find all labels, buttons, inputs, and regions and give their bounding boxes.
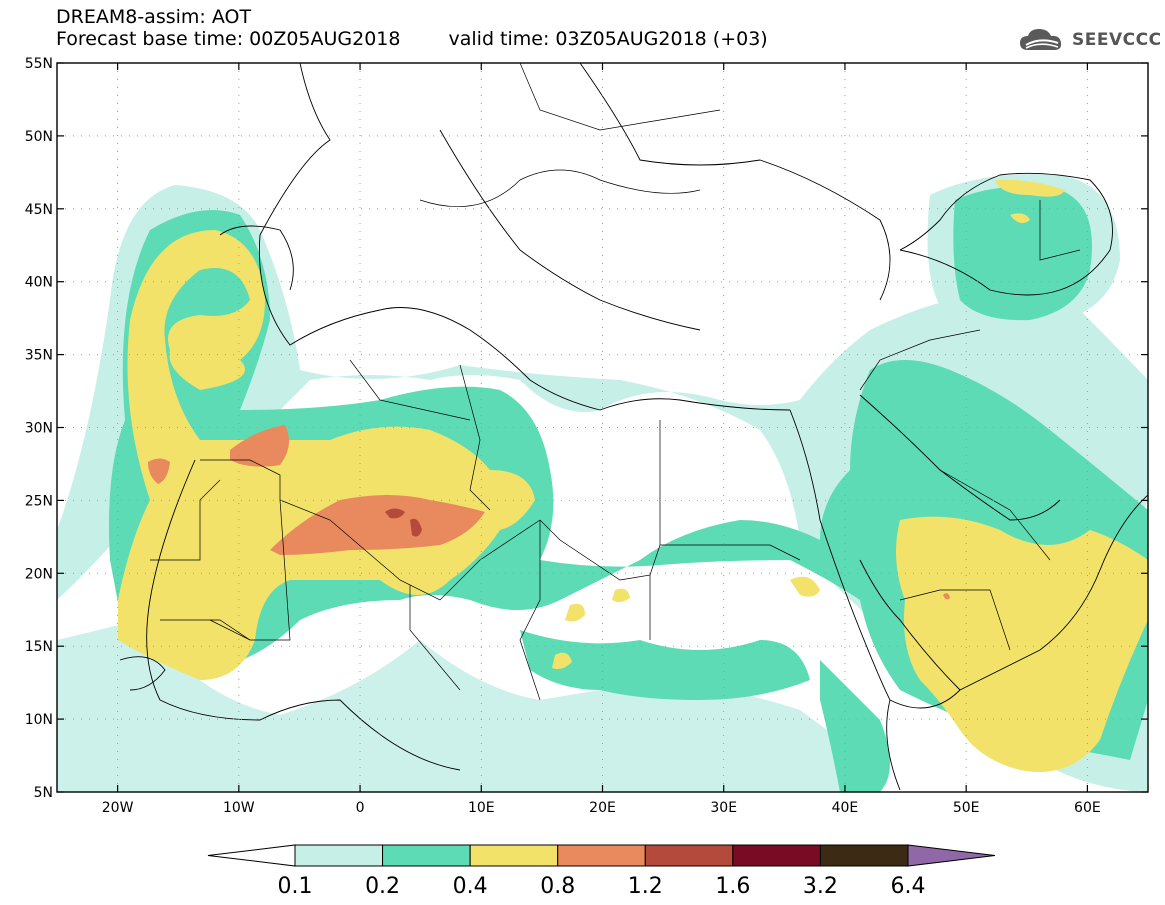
aot-level-0.4 bbox=[118, 179, 1148, 772]
colorbar-low-arrow bbox=[207, 844, 296, 867]
lon-tick-label: 50E bbox=[953, 800, 980, 816]
colorbar-swatch bbox=[732, 844, 821, 867]
axis-ticks: 55N 50N 45N 40N 35N 30N 25N 20N 15N 10N 5N 20W 10W 0 1… bbox=[25, 56, 1148, 816]
colorbar-swatch bbox=[469, 844, 559, 867]
lat-tick-label: 40N bbox=[25, 275, 53, 291]
coastlines bbox=[119, 63, 1148, 791]
colorbar-level-label: 6.4 bbox=[891, 874, 926, 899]
lon-tick-label: 10W bbox=[223, 800, 255, 816]
borders bbox=[150, 63, 1081, 701]
logo-text: SEEVCCC bbox=[1072, 30, 1162, 50]
colorbar: 0.1 0.2 0.4 0.8 1.2 1.6 3.2 6.4 bbox=[207, 844, 996, 899]
lat-tick-label: 35N bbox=[25, 348, 53, 364]
colorbar-swatch bbox=[644, 844, 734, 867]
lat-tick-label: 15N bbox=[25, 639, 53, 655]
lat-tick-label: 45N bbox=[25, 202, 53, 218]
map-header: DREAM8-assim: AOT Forecast base time: 00… bbox=[56, 6, 768, 50]
colorbar-high-arrow bbox=[907, 844, 996, 867]
lat-tick-label: 55N bbox=[25, 56, 53, 72]
colorbar-level-label: 0.1 bbox=[278, 874, 313, 899]
valid-time-label: valid time: 03Z05AUG2018 (+03) bbox=[448, 28, 768, 50]
lon-tick-label: 20E bbox=[589, 800, 616, 816]
lon-tick-label: 30E bbox=[710, 800, 737, 816]
seevccc-logo: SEEVCCC bbox=[1018, 26, 1162, 54]
lon-tick-label: 10E bbox=[468, 800, 495, 816]
aot-level-0.8 bbox=[148, 425, 950, 600]
aot-level-0.2 bbox=[109, 186, 1148, 792]
cloud-icon bbox=[1020, 29, 1062, 50]
lon-tick-label: 0 bbox=[356, 800, 365, 816]
colorbar-level-label: 0.4 bbox=[453, 874, 488, 899]
aot-field bbox=[57, 174, 1148, 792]
lat-tick-label: 30N bbox=[25, 421, 53, 437]
aot-level-1.2 bbox=[385, 508, 422, 537]
colorbar-swatch bbox=[382, 844, 471, 867]
colorbar-swatch bbox=[557, 844, 646, 867]
colorbar-level-label: 0.2 bbox=[365, 874, 400, 899]
base-time-label: Forecast base time: 00Z05AUG2018 bbox=[56, 28, 401, 50]
lat-tick-label: 20N bbox=[25, 566, 53, 582]
map-title: DREAM8-assim: AOT bbox=[56, 6, 252, 28]
lat-tick-label: 10N bbox=[25, 712, 53, 728]
colorbar-level-label: 1.2 bbox=[628, 874, 663, 899]
lon-tick-label: 40E bbox=[832, 800, 859, 816]
colorbar-level-label: 3.2 bbox=[803, 874, 838, 899]
lat-tick-label: 25N bbox=[25, 493, 53, 509]
lat-tick-label: 5N bbox=[34, 785, 53, 801]
lon-tick-label: 20W bbox=[102, 800, 134, 816]
colorbar-swatch bbox=[294, 844, 384, 867]
colorbar-level-label: 1.6 bbox=[715, 874, 750, 899]
colorbar-swatch bbox=[819, 844, 909, 867]
lon-tick-label: 60E bbox=[1074, 800, 1101, 816]
lat-tick-label: 50N bbox=[25, 129, 53, 145]
colorbar-level-label: 0.8 bbox=[540, 874, 575, 899]
